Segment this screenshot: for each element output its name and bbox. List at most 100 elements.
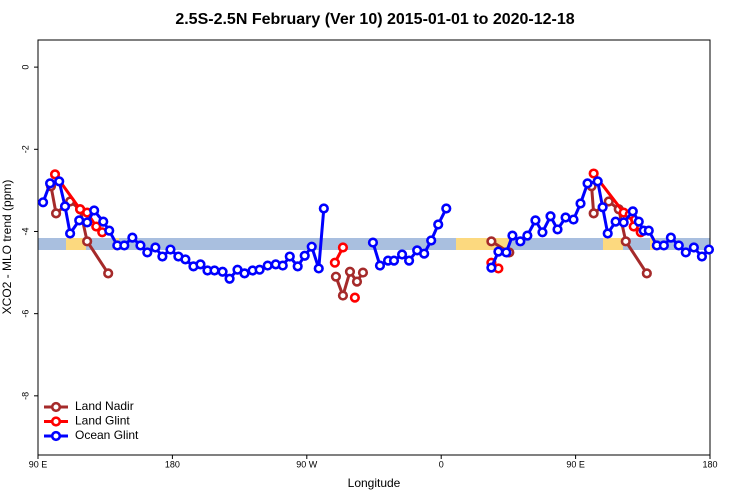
point xyxy=(592,176,603,187)
point xyxy=(262,260,273,271)
point xyxy=(493,246,504,257)
x-tick-label: 90 E xyxy=(566,459,585,469)
y-tick-label: -2 xyxy=(20,145,30,153)
point xyxy=(74,215,85,226)
point xyxy=(329,257,340,268)
y-axis-label: XCO2 - MLO trend (ppm) xyxy=(0,180,14,315)
point xyxy=(582,178,593,189)
point xyxy=(284,251,295,262)
point xyxy=(603,196,614,207)
point xyxy=(673,240,684,251)
point xyxy=(522,230,533,241)
point xyxy=(277,260,288,271)
point xyxy=(403,255,415,266)
x-tick-label: 0 xyxy=(439,459,444,469)
point xyxy=(396,249,408,260)
y-tick-label: -4 xyxy=(20,227,30,235)
point xyxy=(82,217,93,228)
point xyxy=(575,198,586,209)
point xyxy=(357,267,369,278)
x-tick-label: 180 xyxy=(165,459,180,469)
point xyxy=(501,247,512,258)
point xyxy=(349,292,360,303)
point xyxy=(620,236,631,247)
point xyxy=(688,242,699,253)
legend-swatch-point xyxy=(50,430,62,442)
point xyxy=(313,263,324,274)
point xyxy=(82,236,93,247)
point xyxy=(337,290,349,301)
point xyxy=(49,169,61,180)
x-tick-label: 90 W xyxy=(296,459,318,469)
point xyxy=(515,236,526,247)
point xyxy=(142,247,153,258)
point xyxy=(486,262,497,273)
point xyxy=(217,266,228,277)
point xyxy=(552,224,563,235)
point xyxy=(530,215,541,226)
point xyxy=(54,176,65,187)
point xyxy=(441,203,452,214)
point xyxy=(602,228,613,239)
point xyxy=(65,228,76,239)
legend-swatch-point xyxy=(50,401,62,413)
point xyxy=(658,240,669,251)
point xyxy=(641,268,652,279)
point xyxy=(568,214,579,225)
series xyxy=(37,176,715,284)
point xyxy=(367,237,379,248)
land-band xyxy=(603,238,623,250)
point xyxy=(388,255,400,266)
point xyxy=(119,240,130,251)
point xyxy=(50,208,62,219)
point xyxy=(98,216,109,227)
x-axis-label: Longitude xyxy=(348,476,401,490)
point xyxy=(703,244,715,255)
point xyxy=(507,230,518,241)
point xyxy=(545,211,556,222)
point xyxy=(344,266,356,277)
point xyxy=(239,268,250,279)
point xyxy=(292,261,303,272)
point xyxy=(696,251,708,262)
point xyxy=(633,216,644,227)
point xyxy=(180,254,191,265)
point xyxy=(103,268,114,279)
point xyxy=(195,259,206,270)
point xyxy=(91,221,102,232)
point xyxy=(165,244,176,255)
point xyxy=(224,273,235,284)
point xyxy=(374,260,386,271)
point xyxy=(157,251,168,262)
chart-title: 2.5S-2.5N February (Ver 10) 2015-01-01 t… xyxy=(175,11,574,28)
x-tick-label: 90 E xyxy=(29,459,48,469)
point xyxy=(560,212,571,223)
y-tick-label: -8 xyxy=(20,392,30,400)
x-tick-label: 180 xyxy=(702,459,717,469)
point xyxy=(426,235,437,246)
point xyxy=(433,219,444,230)
point xyxy=(209,265,220,276)
point xyxy=(37,197,49,208)
y-tick-label: -6 xyxy=(20,310,30,318)
point xyxy=(89,205,100,216)
point xyxy=(127,232,138,243)
point xyxy=(588,168,599,179)
y-tick-label: 0 xyxy=(20,65,30,70)
point xyxy=(306,241,317,252)
point xyxy=(104,225,115,236)
land-band xyxy=(66,238,86,250)
point xyxy=(318,203,329,214)
point xyxy=(351,276,363,287)
legend-label: Land Nadir xyxy=(75,399,134,413)
point xyxy=(419,248,430,259)
point xyxy=(59,201,71,212)
point xyxy=(665,232,676,243)
point xyxy=(627,206,638,217)
point xyxy=(150,242,161,253)
point xyxy=(610,216,621,227)
point xyxy=(537,227,548,238)
point xyxy=(44,178,56,189)
